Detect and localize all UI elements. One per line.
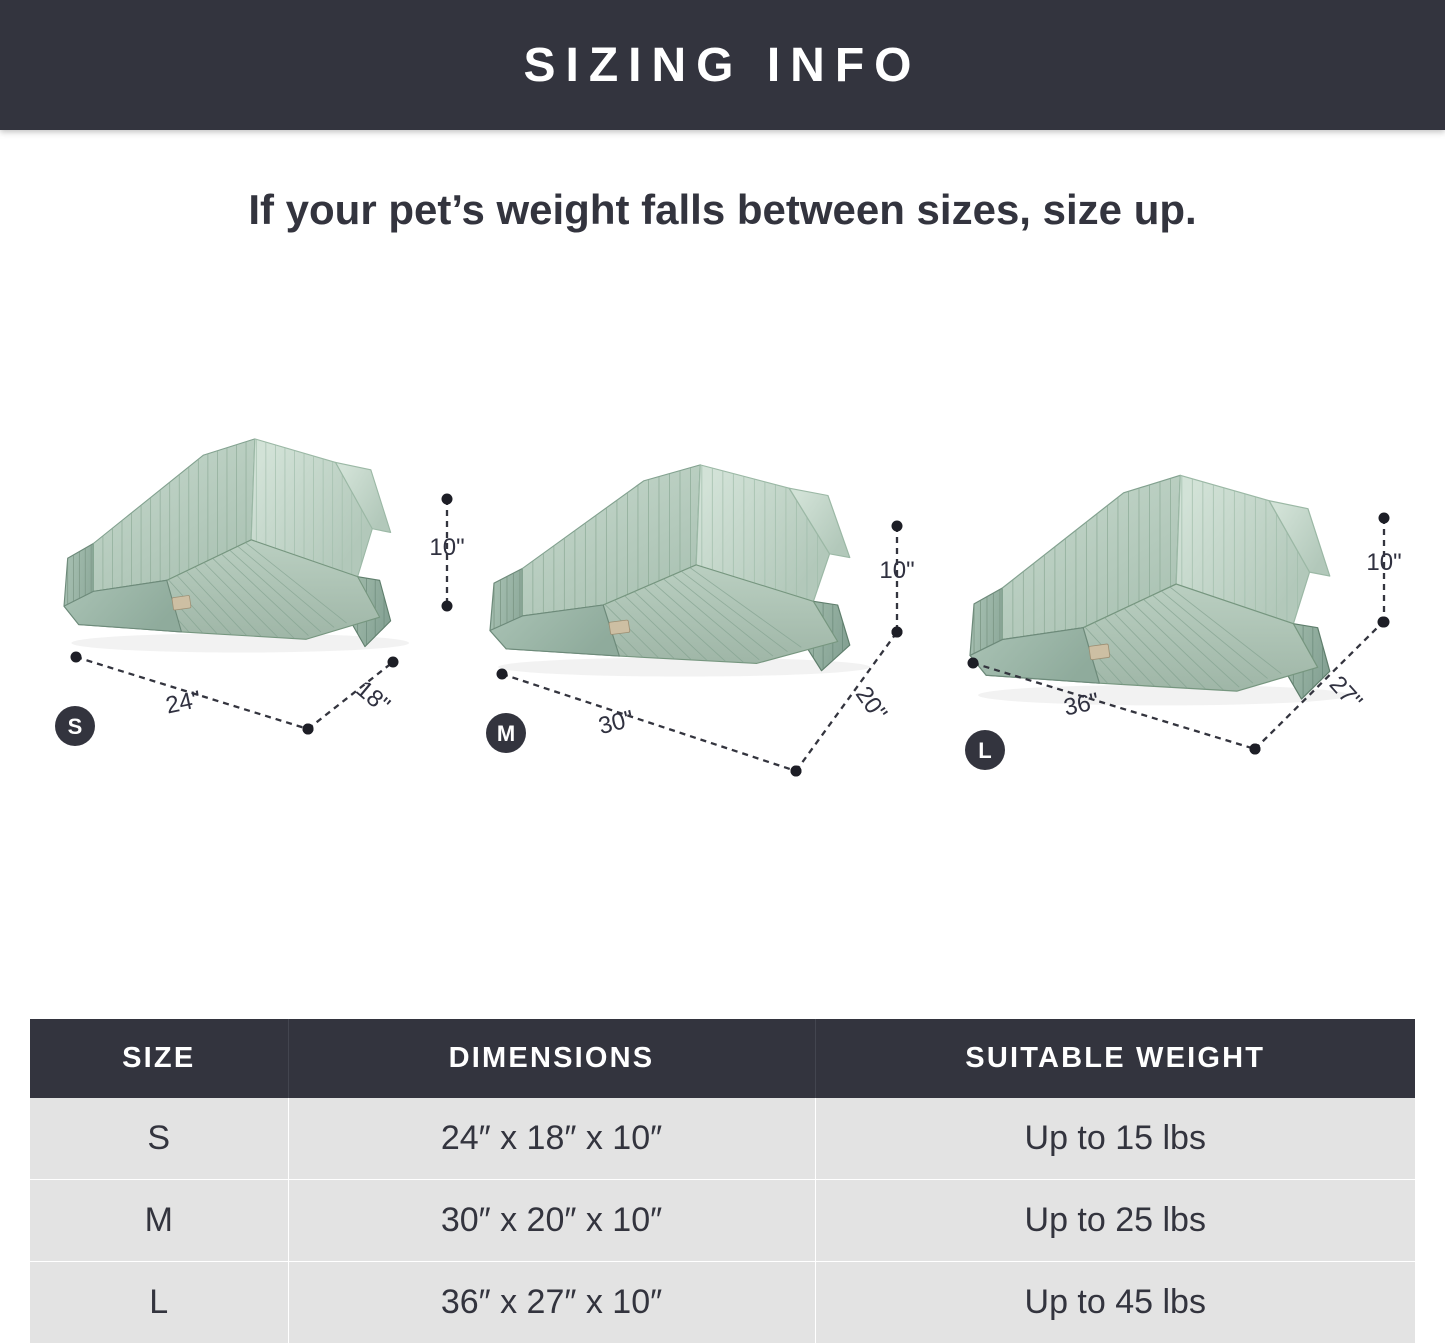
svg-text:20": 20"	[850, 682, 892, 726]
svg-text:10": 10"	[879, 557, 914, 584]
svg-text:24": 24"	[163, 686, 203, 720]
svg-text:10": 10"	[429, 534, 464, 561]
svg-text:10": 10"	[1366, 549, 1401, 576]
svg-text:L: L	[978, 738, 991, 763]
svg-text:S: S	[68, 714, 83, 739]
svg-text:30": 30"	[596, 705, 637, 740]
svg-text:M: M	[497, 721, 515, 746]
svg-text:36": 36"	[1061, 688, 1101, 722]
svg-text:27": 27"	[1324, 671, 1368, 715]
svg-text:18": 18"	[351, 676, 395, 719]
